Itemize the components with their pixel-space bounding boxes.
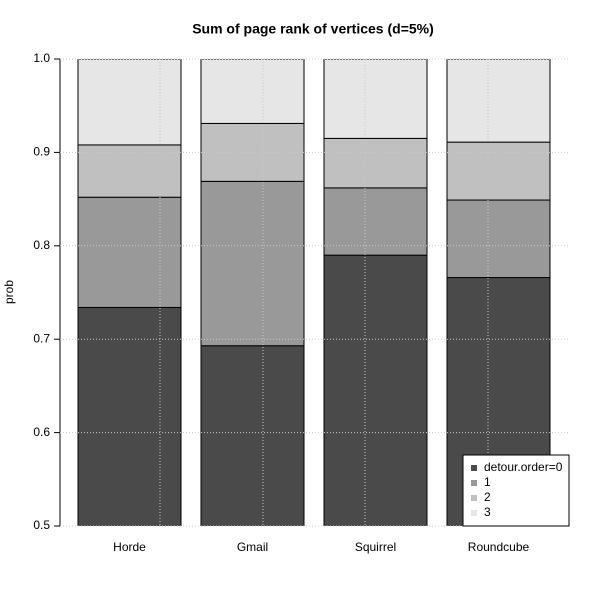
bar-segment (200, 345, 305, 526)
x-tick-label: Horde (113, 540, 146, 554)
legend-swatch (471, 510, 477, 516)
x-tick-label: Gmail (237, 540, 268, 554)
x-tick-label: Squirrel (355, 540, 396, 554)
bar-segment (200, 180, 305, 347)
y-tick-label: 0.5 (33, 518, 50, 532)
y-tick-label: 0.9 (33, 145, 50, 159)
y-tick-label: 0.7 (33, 331, 50, 345)
bars (77, 59, 551, 526)
legend-swatch (471, 480, 477, 486)
legend-label: detour.order=0 (484, 460, 563, 474)
legend-swatch (471, 465, 477, 471)
bar-segment (446, 59, 551, 143)
y-tick-label: 0.6 (33, 425, 50, 439)
bar-segment (323, 187, 428, 256)
bar-segment (200, 59, 305, 124)
bar-segment (77, 59, 182, 146)
chart-title: Sum of page rank of vertices (d=5%) (192, 21, 434, 37)
y-axis-label: prob (2, 280, 16, 304)
bar-segment (77, 306, 182, 526)
y-tick-label: 1.0 (33, 51, 50, 65)
bar-segment (446, 141, 551, 201)
legend-box (462, 454, 570, 527)
bar-segment (323, 137, 428, 189)
bar-segment (323, 59, 428, 139)
legend-label: 1 (484, 475, 491, 489)
bar-segment (446, 199, 551, 279)
x-tick-label: Roundcube (468, 540, 530, 554)
legend-label: 3 (484, 505, 491, 519)
legend-swatch (471, 495, 477, 501)
bar-segment (77, 196, 182, 308)
bar-segment (323, 254, 428, 526)
legend-label: 2 (484, 490, 491, 504)
y-tick-label: 0.8 (33, 238, 50, 252)
